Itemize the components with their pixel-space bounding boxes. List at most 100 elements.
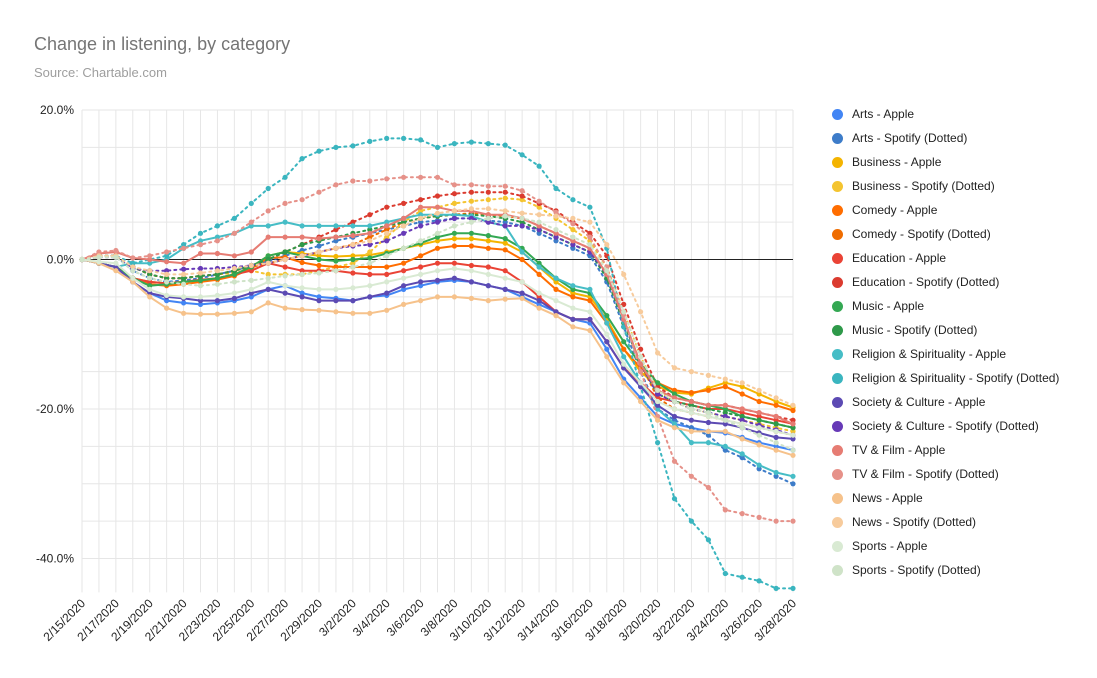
legend-swatch: [832, 420, 843, 432]
data-point: [705, 413, 712, 420]
y-tick-label: 0.0%: [47, 253, 75, 267]
data-point: [434, 234, 441, 240]
data-point: [384, 135, 390, 141]
data-point: [722, 380, 728, 386]
data-point: [485, 197, 491, 203]
data-point: [164, 305, 170, 311]
data-point: [519, 256, 525, 263]
data-point: [655, 440, 661, 446]
legend-swatch: [832, 540, 843, 552]
data-point: [773, 518, 779, 524]
data-point: [367, 283, 373, 289]
data-point: [519, 210, 525, 216]
data-point: [316, 148, 322, 154]
data-point: [485, 141, 491, 147]
data-point: [604, 242, 610, 248]
data-point: [333, 245, 339, 251]
data-point: [587, 234, 593, 240]
data-point: [231, 215, 237, 221]
legend-item: Education - Apple: [832, 246, 1059, 270]
data-point: [722, 417, 728, 423]
legend-item: Comedy - Spotify (Dotted): [832, 222, 1059, 246]
data-point: [773, 469, 779, 476]
data-point: [519, 197, 525, 203]
data-point: [384, 253, 390, 259]
y-tick-label: -20.0%: [36, 402, 74, 416]
data-point: [756, 432, 762, 438]
data-point: [688, 406, 695, 412]
legend-swatch: [832, 132, 843, 144]
data-point: [164, 279, 170, 285]
data-point: [147, 256, 153, 263]
data-point: [688, 398, 695, 405]
legend-item: Education - Spotify (Dotted): [832, 270, 1059, 294]
data-point: [299, 268, 305, 274]
data-point: [214, 275, 220, 281]
data-point: [451, 236, 457, 242]
data-point: [231, 271, 237, 277]
data-point: [367, 255, 373, 261]
data-point: [739, 391, 745, 397]
data-point: [197, 277, 204, 283]
data-point: [790, 432, 796, 438]
data-point: [604, 331, 610, 337]
data-point: [282, 273, 288, 279]
data-point: [553, 238, 559, 244]
data-point: [485, 238, 491, 244]
data-point: [790, 481, 796, 487]
data-point: [434, 238, 441, 244]
data-point: [367, 227, 373, 233]
data-point: [536, 163, 542, 169]
data-point: [570, 197, 576, 203]
data-point: [434, 268, 441, 274]
data-point: [214, 223, 220, 229]
legend-label: Society & Culture - Spotify (Dotted): [852, 419, 1039, 433]
data-point: [418, 219, 424, 225]
data-point: [299, 285, 305, 291]
data-point: [655, 387, 661, 393]
chart-subtitle: Source: Chartable.com: [34, 65, 167, 80]
data-point: [367, 178, 373, 184]
data-point: [350, 223, 356, 229]
data-point: [384, 223, 390, 229]
data-point: [451, 275, 457, 281]
data-point: [350, 298, 356, 304]
data-point: [401, 219, 407, 225]
data-point: [485, 215, 491, 221]
data-point: [688, 417, 695, 423]
data-point: [418, 253, 424, 259]
data-point: [316, 298, 322, 304]
data-point: [96, 254, 102, 260]
data-point: [350, 242, 356, 248]
data-point: [181, 245, 187, 251]
data-point: [485, 189, 491, 195]
data-point: [350, 264, 356, 270]
data-point: [773, 428, 779, 434]
data-point: [638, 369, 644, 375]
data-point: [367, 294, 373, 300]
data-point: [350, 233, 356, 239]
data-point: [553, 309, 559, 315]
data-point: [451, 208, 457, 214]
legend-swatch: [832, 204, 843, 216]
data-point: [434, 210, 441, 216]
data-point: [671, 395, 678, 401]
data-point: [570, 238, 576, 244]
data-point: [316, 286, 322, 292]
data-point: [705, 537, 712, 543]
data-point: [367, 223, 373, 229]
data-point: [147, 279, 153, 285]
data-point: [333, 268, 339, 274]
data-point: [485, 271, 491, 277]
legend-swatch: [832, 468, 843, 480]
data-point: [265, 286, 271, 292]
data-point: [621, 301, 627, 307]
data-point: [756, 578, 762, 584]
data-point: [384, 230, 390, 236]
data-point: [688, 428, 695, 434]
data-point: [468, 243, 474, 249]
data-point: [418, 208, 424, 214]
data-point: [282, 283, 288, 289]
data-point: [705, 428, 712, 434]
data-point: [773, 440, 779, 446]
